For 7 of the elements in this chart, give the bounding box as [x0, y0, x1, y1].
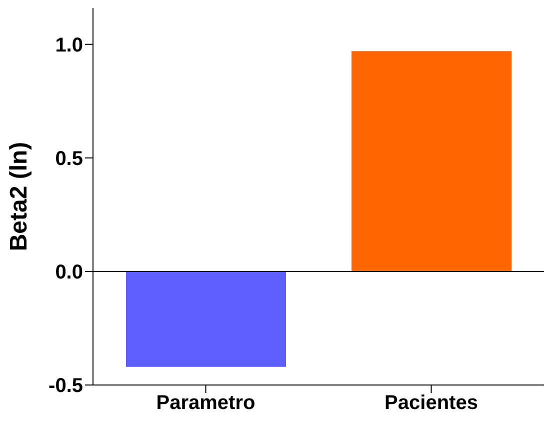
- y-tick-label: 1.0: [55, 34, 83, 56]
- y-axis-title: Beta2 (ln): [6, 142, 33, 252]
- x-tick-label: Parametro: [156, 392, 256, 414]
- x-tick-label: Pacientes: [384, 392, 478, 414]
- y-tick-label: -0.5: [48, 375, 83, 398]
- y-tick-label: 0.0: [55, 262, 83, 284]
- y-tick-label: 0.5: [55, 148, 83, 170]
